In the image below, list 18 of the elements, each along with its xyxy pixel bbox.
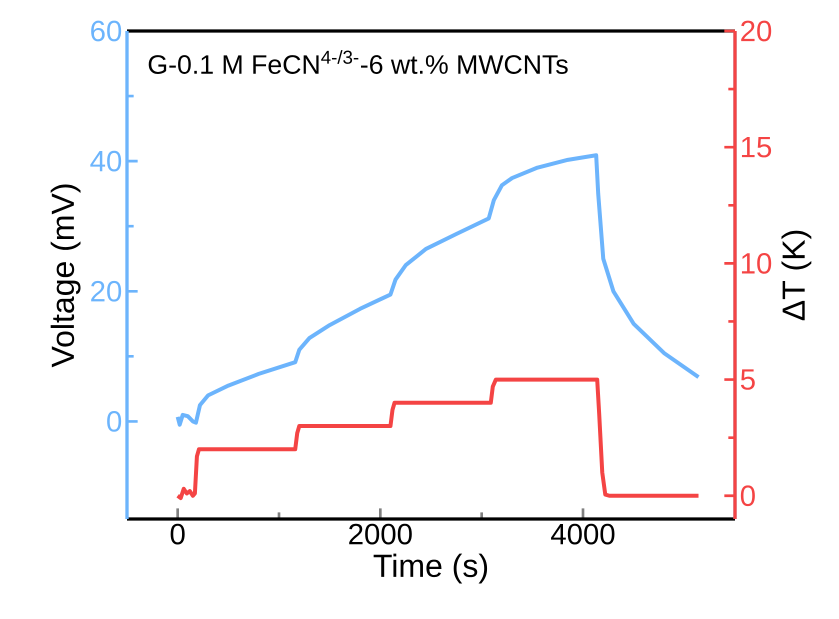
x-tick-label: 4000 bbox=[551, 524, 614, 544]
x-tick-label: 2000 bbox=[349, 524, 412, 544]
y-tick-label: 0 bbox=[107, 411, 122, 432]
line-series bbox=[176, 153, 701, 427]
y-tick-label: 40 bbox=[90, 150, 122, 172]
y2-tick-label: 15 bbox=[742, 136, 772, 158]
y-tick-label: 20 bbox=[91, 280, 122, 302]
y2-tick-label: 5 bbox=[740, 369, 755, 390]
y-axis-title: Voltage (mV) bbox=[50, 184, 81, 368]
text: G-0.1 M FeCN$^{4-/3-}$-6 wt.% MWCNTs bbox=[148, 50, 568, 74]
y2-tick-label: 10 bbox=[742, 252, 772, 274]
y2-axis-title: ΔT (K) bbox=[781, 230, 812, 320]
y-tick-label: 60 bbox=[91, 20, 122, 42]
x-tick-label: 0 bbox=[170, 524, 185, 544]
y2-tick-label: 0 bbox=[740, 485, 755, 506]
line-series bbox=[176, 378, 701, 500]
y2-tick-label: 20 bbox=[741, 20, 772, 42]
x-axis-title: Time (s) bbox=[374, 554, 488, 584]
